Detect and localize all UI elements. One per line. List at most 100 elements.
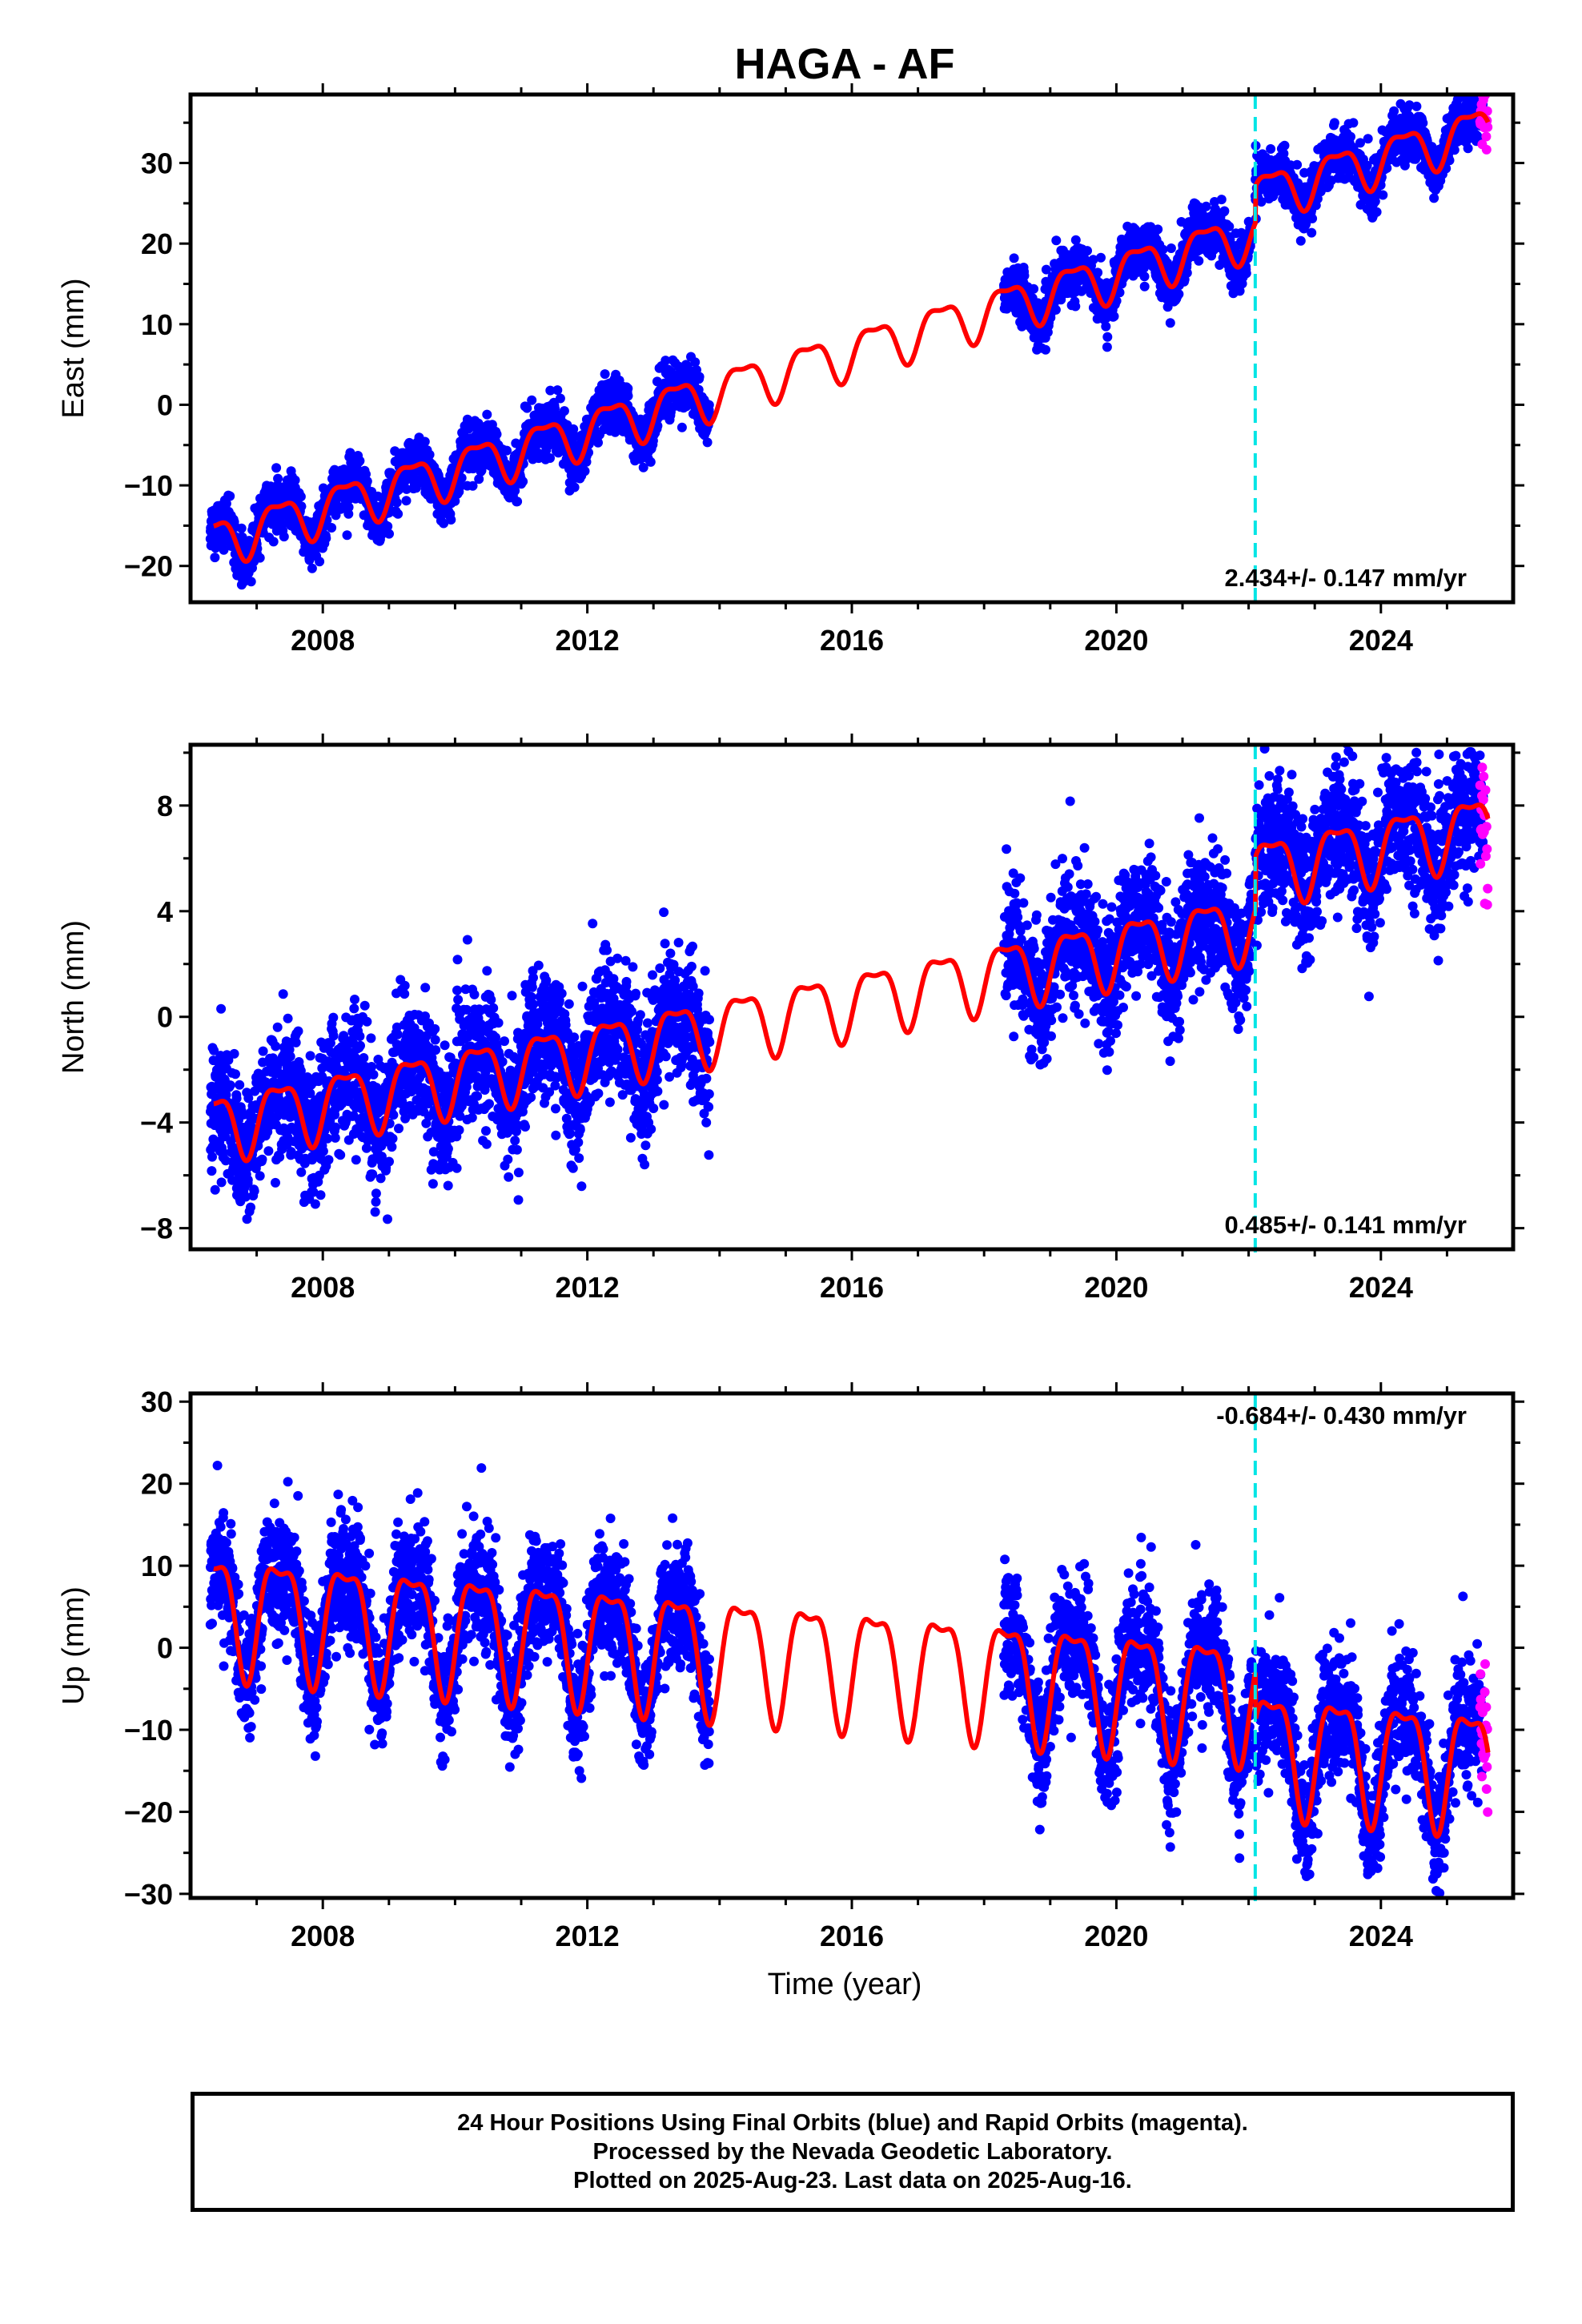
data-point (1153, 224, 1163, 235)
data-point (552, 385, 563, 396)
data-point (1382, 163, 1392, 173)
data-point (1370, 196, 1380, 207)
data-point (1070, 235, 1081, 245)
data-point (462, 414, 472, 424)
data-point (638, 462, 648, 472)
data-point (229, 1048, 239, 1059)
data-point (1411, 101, 1422, 111)
data-point (216, 1177, 227, 1188)
data-point (1165, 318, 1175, 328)
data-point (1362, 160, 1372, 171)
data-point (702, 437, 713, 448)
data-point (1041, 264, 1051, 275)
data-point (391, 497, 402, 508)
data-point (343, 509, 354, 519)
data-point (510, 485, 520, 496)
data-point (474, 474, 484, 485)
data-point (225, 491, 235, 501)
data-point (482, 409, 492, 420)
data-point (1096, 252, 1106, 263)
data-point (1346, 131, 1355, 142)
x-tick-label: 2012 (556, 624, 620, 657)
data-point (694, 372, 705, 382)
data-point (623, 391, 633, 401)
data-point (1355, 138, 1365, 148)
data-point (225, 1080, 235, 1091)
data-point (221, 498, 231, 509)
data-point (652, 420, 663, 431)
data-point (600, 369, 610, 380)
data-point (1182, 267, 1192, 278)
y-tick-label: 10 (141, 308, 173, 341)
data-point (1111, 296, 1122, 306)
data-point (424, 449, 435, 460)
data-point (518, 476, 528, 487)
y-axis-label: East (mm) (57, 278, 90, 418)
y-tick-label: 0 (157, 388, 173, 421)
data-point (207, 1166, 217, 1176)
figure-title: HAGA - AF (735, 40, 955, 88)
data-point (1371, 207, 1382, 217)
data-point (1307, 213, 1318, 223)
data-point (1041, 344, 1050, 355)
data-point (693, 384, 704, 395)
data-point (1241, 268, 1251, 279)
data-point (522, 403, 532, 413)
data-point (279, 532, 289, 542)
data-point (361, 469, 371, 480)
data-point (1279, 140, 1290, 151)
data-point (1093, 267, 1103, 278)
y-tick-label: −10 (124, 469, 173, 502)
data-point (450, 496, 460, 506)
data-point (1378, 190, 1388, 200)
data-point (1101, 321, 1111, 332)
x-tick-label: 2024 (1349, 624, 1413, 657)
velocity-label: 2.434+/- 0.147 mm/yr (1225, 564, 1467, 592)
data-point (1363, 134, 1373, 144)
data-point (1219, 206, 1230, 216)
data-point (1312, 194, 1323, 204)
data-point (327, 523, 337, 533)
data-point (1201, 201, 1211, 211)
data-point (439, 518, 449, 529)
data-point (690, 357, 701, 368)
data-point (219, 545, 229, 555)
data-point (246, 577, 256, 587)
data-point (1029, 283, 1039, 294)
data-point (593, 437, 603, 448)
data-point (307, 563, 317, 573)
data-point (1463, 143, 1473, 154)
rapid-data-point (1481, 144, 1492, 155)
data-point (492, 429, 502, 440)
data-point (1109, 312, 1119, 321)
data-point (555, 393, 565, 404)
data-point (704, 400, 714, 410)
data-point (1019, 271, 1030, 281)
data-point (345, 448, 355, 458)
data-point (420, 436, 430, 447)
data-point (1102, 342, 1112, 352)
data-point (446, 515, 456, 525)
data-point (1256, 197, 1267, 207)
data-point (1389, 106, 1399, 116)
data-point (1449, 145, 1460, 155)
data-point (1174, 289, 1184, 300)
y-tick-label: 20 (141, 227, 173, 260)
data-point (1070, 301, 1081, 312)
data-point (255, 553, 265, 563)
rapid-data-point (1483, 122, 1493, 132)
data-point (623, 384, 633, 394)
data-point (401, 484, 412, 494)
x-tick-label: 2020 (1084, 624, 1148, 657)
data-point (355, 456, 365, 466)
y-tick-label: 30 (141, 147, 173, 180)
data-point (271, 463, 282, 473)
data-point (559, 406, 569, 416)
data-point (296, 501, 307, 512)
y-tick-label: −20 (124, 550, 173, 583)
data-point (1468, 82, 1478, 92)
data-point (1139, 281, 1150, 292)
data-point (1051, 235, 1062, 246)
